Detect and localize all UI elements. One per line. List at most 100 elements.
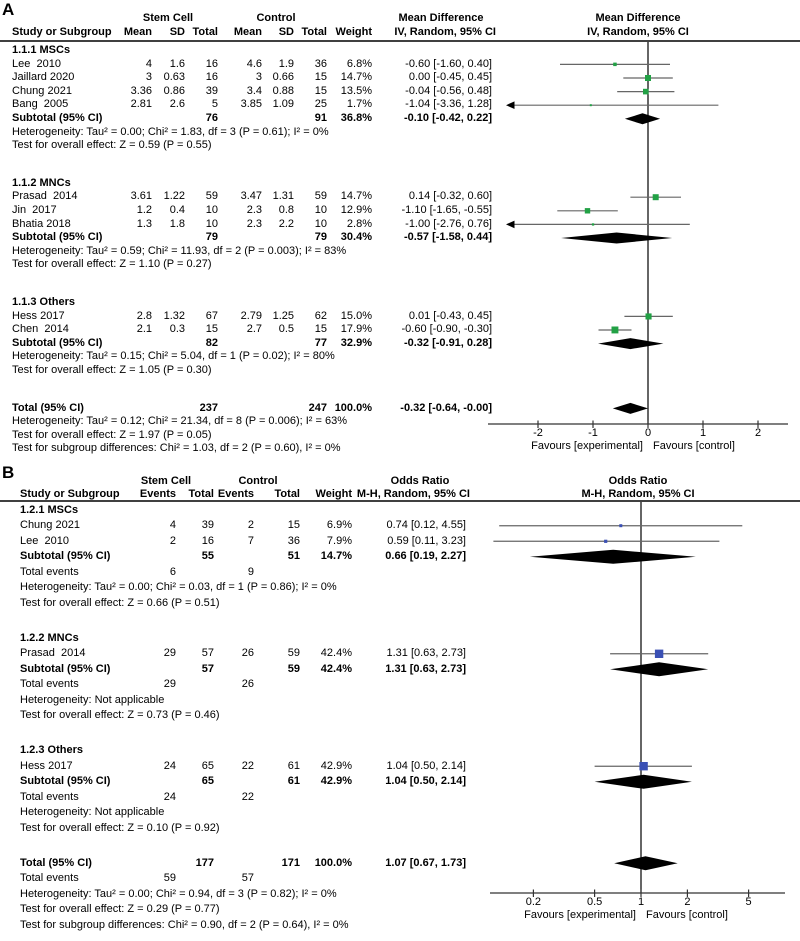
cell-value: 3 [145,71,152,84]
cell-value: 0.5 [278,323,294,336]
subgroup-section-row: 1.2.1 MSCs [0,503,800,519]
study-row: Lee 2010 2 16 7 36 7.9% 0.59 [0.11, 3.23] [0,534,800,550]
cell-value: 2.7 [246,323,262,336]
panel-b-label: B [2,463,15,482]
cell-value: 1.31 [272,190,294,203]
cell-value: 51 [287,550,300,562]
stat-note-text: Heterogeneity: Tau² = 0.59; Chi² = 11.93… [12,244,347,257]
cell-value: 247 [308,401,327,414]
cell-value: 1.09 [272,98,294,111]
cell-value: 2 [247,519,254,531]
plot-header-method: IV, Random, 95% CI [587,26,689,38]
stat-note-text: Heterogeneity: Tau² = 0.00; Chi² = 0.03,… [20,581,337,593]
cell-value: 15 [287,519,300,531]
pooled-label: Total (95% CI) [20,856,92,869]
cell-value: 26 [241,647,254,659]
stat-note-row: Heterogeneity: Tau² = 0.12; Chi² = 21.34… [0,415,800,429]
stat-note-text: Test for overall effect: Z = 0.66 (P = 0… [20,596,220,609]
column-header-stat: SD [278,26,294,38]
cell-value: 15 [314,84,327,97]
weight-value: 15.0% [340,309,372,322]
weight-value: 100.0% [314,856,352,869]
cell-value: 2.2 [278,217,294,230]
total-events-control-value: 57 [241,872,254,884]
stat-note-row: Heterogeneity: Not applicable [0,693,800,709]
cell-value: 237 [199,401,218,414]
cell-value: 10 [205,217,218,230]
ci-text: -0.04 [-0.56, 0.48] [405,84,492,97]
total-events-control-value: 22 [241,790,254,803]
study-row: Jaillard 2020 3 0.63 16 3 0.66 15 14.7% 0.00 [-0… [0,71,800,85]
stat-note-text: Heterogeneity: Not applicable [20,806,165,818]
subtotal-row: Subtotal (95% CI) 57 59 42.4% 1.31 [0.63, 2.… [0,662,800,678]
axis-tick-label: 0 [644,427,652,439]
cell-value: 2.79 [240,309,262,322]
cell-value: 39 [201,519,214,531]
ci-text: -0.32 [-0.64, -0.00] [400,401,492,414]
stat-note-row: Test for overall effect: Z = 0.10 (P = 0… [0,821,800,837]
column-header-stat: Total [192,26,218,38]
ci-text: 0.66 [0.19, 2.27] [385,550,466,562]
stat-note-row: Test for overall effect: Z = 1.05 (P = 0… [0,364,800,378]
favours-left-label: Favours [experimental] [531,440,643,452]
ci-text: -1.00 [-2.76, 0.76] [405,217,492,230]
cell-value: 10 [205,204,218,216]
column-header-weight: Weight [315,488,352,500]
cell-value: 3.36 [130,84,152,97]
ci-text: 0.01 [-0.43, 0.45] [408,309,492,322]
total-events-stem-value: 6 [169,565,176,578]
axis-tick-label: -2 [533,427,543,439]
weight-value: 12.9% [340,204,372,216]
cell-value: 39 [205,84,218,97]
panel-a-label: A [2,0,15,19]
study-name: Hess 2017 [12,309,65,322]
axis-tick-label: 2 [684,896,691,908]
subgroup-label: 1.1.2 MNCs [12,176,71,189]
cell-value: 2.8 [136,309,152,322]
stat-note-text: Test for overall effect: Z = 0.59 (P = 0… [12,139,212,152]
stat-note-row: Heterogeneity: Tau² = 0.59; Chi² = 11.93… [0,245,800,259]
subgroup-section-row: 1.2.3 Others [0,743,800,759]
cell-value: 0.4 [169,204,185,216]
cell-value: 2.1 [136,323,152,336]
cell-value: 10 [314,217,327,230]
cell-value: 55 [201,550,214,562]
cell-value: 62 [314,309,327,322]
study-name: Prasad 2014 [20,647,86,659]
cell-value: 57 [201,647,214,659]
stat-note-row: Test for overall effect: Z = 1.10 (P = 0… [0,258,800,272]
favours-left-label: Favours [experimental] [524,909,636,921]
weight-value: 7.9% [326,534,352,547]
stat-note-text: Heterogeneity: Tau² = 0.00; Chi² = 1.83,… [12,125,329,138]
study-name: Jin 2017 [12,204,57,216]
cell-value: 25 [314,98,327,111]
cell-value: 15 [314,323,327,336]
cell-value: 2.81 [130,98,152,111]
group-header-effect-measure: Mean Difference [398,12,484,24]
cell-value: 16 [201,534,214,547]
ci-text: 1.07 [0.67, 1.73] [385,856,466,869]
cell-value: 4.6 [246,57,262,70]
study-name: Lee 2010 [20,534,69,547]
stat-note-row: Test for overall effect: Z = 0.59 (P = 0… [0,139,800,153]
cell-value: 3 [255,71,262,84]
column-header-stat: Mean [123,26,152,38]
subgroup-section-row: 1.1.2 MNCs [0,177,800,191]
pooled-label: Subtotal (95% CI) [20,662,111,675]
cell-value: 65 [201,759,214,772]
study-name: Chen 2014 [12,323,69,336]
group-header-stem-cell: Stem Cell [140,475,192,487]
cell-value: 1.3 [136,217,152,230]
favours-right-label: Favours [control] [646,909,728,921]
weight-value: 42.9% [320,775,352,787]
weight-value: 6.9% [326,519,352,531]
subgroup-label: 1.2.1 MSCs [20,503,79,516]
cell-value: 10 [314,204,327,216]
stat-note-text: Heterogeneity: Not applicable [20,693,165,706]
cell-value: 65 [201,775,214,787]
study-row: Jin 2017 1.2 0.4 10 2.3 0.8 10 12.9% -1.10 [-1.6… [0,204,800,218]
total-events-stem-value: 59 [163,872,176,884]
stat-note-text: Test for overall effect: Z = 1.97 (P = 0… [12,428,212,441]
weight-value: 42.9% [320,759,352,772]
weight-value: 13.5% [340,84,372,97]
